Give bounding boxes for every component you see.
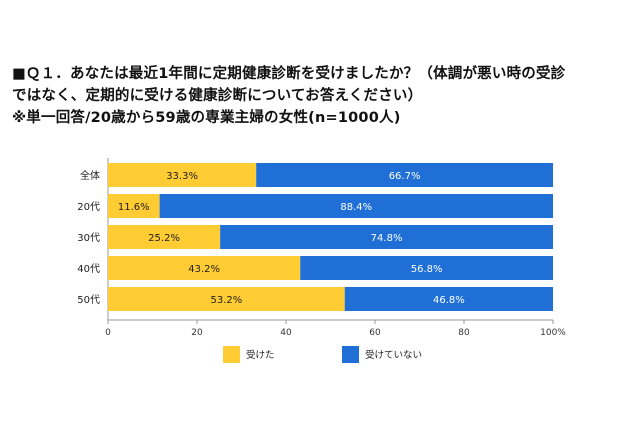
category-label: 30代 xyxy=(77,232,100,244)
bar-received xyxy=(108,287,345,311)
bar-received xyxy=(108,194,160,218)
legend-label: 受けていない xyxy=(365,349,422,361)
data-label: 53.2% xyxy=(210,295,242,306)
chart-title-line-2: ではなく、定期的に受ける健康診断についてお答えください） xyxy=(12,88,423,104)
bar-received xyxy=(108,163,257,187)
category-label: 20代 xyxy=(77,201,100,213)
bar-not-received xyxy=(300,256,553,280)
x-tick-label: 0 xyxy=(105,328,111,338)
data-label: 66.7% xyxy=(389,171,421,182)
legend-swatch xyxy=(223,346,240,363)
chart-subtitle: ※単一回答/20歳から59歳の専業主婦の女性(n=1000人) xyxy=(12,110,401,126)
chart-title-line-1: ■Ｑ１．あなたは最近1年間に定期健康診断を受けましたか？（体調が悪い時の受診 xyxy=(12,66,566,82)
data-label: 33.3% xyxy=(166,171,198,182)
data-label: 43.2% xyxy=(188,264,220,275)
category-label: 40代 xyxy=(77,263,100,275)
data-label: 56.8% xyxy=(411,264,443,275)
bar-received xyxy=(108,225,221,249)
x-tick-label: 40 xyxy=(280,328,292,338)
bar-not-received xyxy=(256,163,553,187)
category-label: 50代 xyxy=(77,294,100,306)
x-tick-label: 100% xyxy=(540,328,566,338)
bar-not-received xyxy=(220,225,553,249)
data-label: 74.8% xyxy=(371,233,403,244)
legend-label: 受けた xyxy=(246,349,275,361)
x-tick-label: 20 xyxy=(191,328,203,338)
data-label: 11.6% xyxy=(118,202,150,213)
bar-not-received xyxy=(159,194,553,218)
category-label: 全体 xyxy=(80,169,100,182)
data-label: 88.4% xyxy=(340,202,372,213)
bar-not-received xyxy=(344,287,553,311)
data-label: 25.2% xyxy=(148,233,180,244)
x-tick-label: 60 xyxy=(369,328,381,338)
x-tick-label: 80 xyxy=(458,328,470,338)
legend-swatch xyxy=(342,346,359,363)
data-label: 46.8% xyxy=(433,295,465,306)
bar-received xyxy=(108,256,301,280)
